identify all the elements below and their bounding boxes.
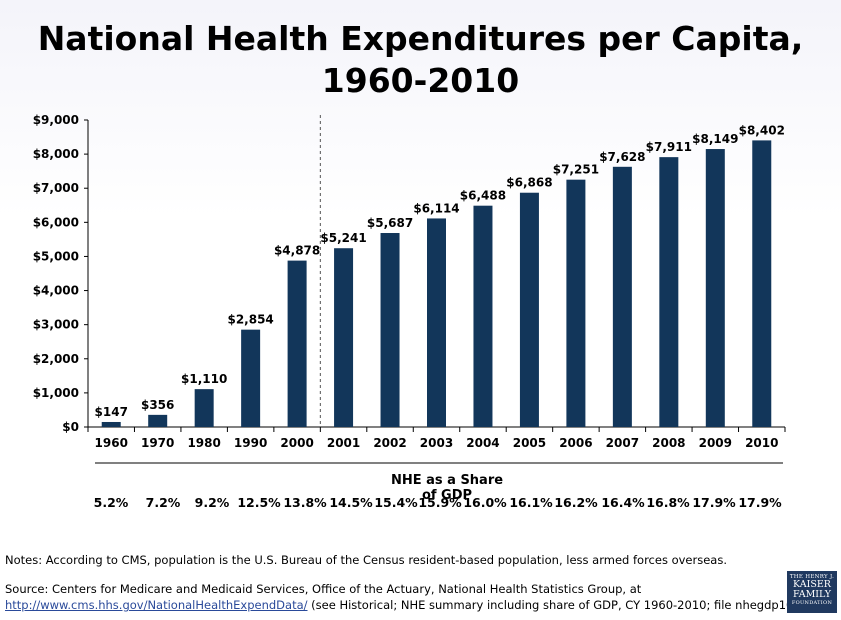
- x-tick-label: 2002: [373, 436, 406, 450]
- x-tick-label: 2006: [559, 436, 592, 450]
- x-tick-label: 1980: [187, 436, 220, 450]
- gdp-share-value: 17.9%: [692, 495, 736, 510]
- gdp-share-value: 13.8%: [283, 495, 327, 510]
- bar: [752, 140, 772, 427]
- y-tick-label: $6,000: [33, 215, 79, 229]
- gdp-share-value: 16.8%: [646, 495, 690, 510]
- x-tick-label: 2004: [466, 436, 499, 450]
- logo-line-2: KAISER: [793, 579, 831, 590]
- bar: [148, 414, 168, 427]
- data-label: $1,110: [181, 372, 227, 386]
- logo-line-1: THE HENRY J.: [789, 574, 835, 580]
- bar: [194, 389, 214, 427]
- bar: [659, 157, 679, 427]
- data-label: $2,854: [227, 313, 273, 327]
- y-tick-label: $4,000: [33, 284, 79, 298]
- bar: [612, 166, 632, 427]
- source-link[interactable]: http://www.cms.hhs.gov/NationalHealthExp…: [5, 598, 308, 612]
- bar: [473, 205, 493, 427]
- data-label: $7,251: [553, 163, 599, 177]
- notes-text: Notes: According to CMS, population is t…: [5, 553, 727, 567]
- source-prefix: Source: Centers for Medicare and Medicai…: [5, 582, 642, 596]
- x-tick-label: 2001: [327, 436, 360, 450]
- gdp-share-value: 15.9%: [418, 495, 462, 510]
- data-label: $5,241: [320, 231, 366, 245]
- gdp-share-value: 12.5%: [237, 495, 281, 510]
- x-tick-label: 1960: [95, 436, 128, 450]
- data-label: $6,868: [506, 176, 552, 190]
- bar: [101, 421, 121, 427]
- bar: [241, 329, 261, 427]
- data-label: $7,628: [599, 150, 645, 164]
- bar: [566, 179, 586, 427]
- x-tick-label: 2009: [699, 436, 732, 450]
- title-line-1: National Health Expenditures per Capita,: [37, 19, 804, 58]
- bar: [287, 260, 307, 427]
- gdp-share-value: 16.0%: [463, 495, 507, 510]
- bar: [380, 233, 400, 427]
- gdp-share-row: 5.2% 7.2% 9.2% 12.5% 13.8% 14.5% 15.4% 15.9% 16.…: [0, 495, 841, 513]
- y-tick-label: $0: [62, 420, 79, 434]
- bar-chart: $0 $1,000 $2,000 $3,000 $4,000 $5,000 $6,000 $7…: [33, 113, 786, 464]
- bar: [427, 218, 446, 427]
- gdp-share-value: 15.4%: [374, 495, 418, 510]
- source-suffix: (see Historical; NHE summary including s…: [307, 598, 822, 612]
- source-text: Source: Centers for Medicare and Medicai…: [5, 581, 822, 613]
- y-tick-label: $5,000: [33, 249, 79, 263]
- gdp-share-value: 16.4%: [601, 495, 645, 510]
- x-tick-label: 1990: [234, 436, 267, 450]
- x-tick-label: 2010: [745, 436, 778, 450]
- data-label: $5,687: [367, 216, 413, 230]
- logo-line-4: FOUNDATION: [791, 600, 833, 606]
- x-tick-label: 2007: [606, 436, 639, 450]
- y-tick-label: $3,000: [33, 318, 79, 332]
- gdp-share-value: 5.2%: [93, 495, 129, 510]
- gdp-share-value: 16.2%: [554, 495, 598, 510]
- gdp-share-value: 14.5%: [329, 495, 373, 510]
- x-tick-label: 1970: [141, 436, 174, 450]
- chart-title: National Health Expenditures per Capita,…: [0, 18, 841, 102]
- data-label: $6,114: [413, 201, 459, 215]
- y-tick-label: $2,000: [33, 352, 79, 366]
- title-line-2: 1960-2010: [321, 61, 520, 100]
- gdp-share-title: NHE as a Share of GDP: [390, 473, 504, 503]
- data-label: $147: [95, 405, 128, 419]
- x-tick-label: 2003: [420, 436, 453, 450]
- data-label: $7,911: [646, 140, 692, 154]
- data-label: $8,149: [692, 132, 738, 146]
- data-label: $8,402: [739, 123, 785, 137]
- logo-line-3: FAMILY: [792, 589, 832, 600]
- bar: [519, 192, 539, 427]
- gdp-share-value: 17.9%: [738, 495, 782, 510]
- bar: [705, 149, 725, 427]
- x-tick-label: 2008: [652, 436, 685, 450]
- kaiser-family-foundation-logo: THE HENRY J. KAISER FAMILY FOUNDATION: [787, 571, 837, 613]
- y-tick-label: $1,000: [33, 386, 79, 400]
- x-tick-label: 2005: [513, 436, 546, 450]
- y-tick-label: $9,000: [33, 113, 79, 127]
- gdp-share-value: 16.1%: [509, 495, 553, 510]
- gdp-share-value: 9.2%: [194, 495, 230, 510]
- x-tick-label: 2000: [280, 436, 313, 450]
- gdp-share-value: 7.2%: [145, 495, 181, 510]
- y-tick-label: $7,000: [33, 181, 79, 195]
- y-tick-label: $8,000: [33, 147, 79, 161]
- data-label: $356: [141, 398, 174, 412]
- bar: [334, 248, 354, 427]
- data-label: $4,878: [274, 244, 320, 258]
- data-label: $6,488: [460, 189, 506, 203]
